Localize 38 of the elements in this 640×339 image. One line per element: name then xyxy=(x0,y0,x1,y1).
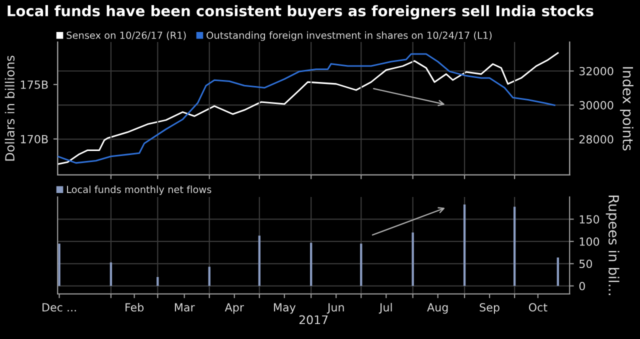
bar xyxy=(360,244,362,286)
bar xyxy=(412,232,414,286)
y2-axis-title: Index points xyxy=(620,67,634,150)
x-tick-label: Aug xyxy=(427,303,448,314)
y-axis-title: Rupees in bil... xyxy=(606,196,620,296)
x-tick-label: Oct xyxy=(528,303,548,312)
x-tick-label: Apr xyxy=(224,303,244,314)
legend-label: Local funds monthly net flows xyxy=(67,186,212,196)
y-tick-label: 50 xyxy=(579,260,592,268)
x-tick-label: Feb xyxy=(126,302,144,312)
x-tick-label: Jun xyxy=(326,303,344,314)
bar xyxy=(208,266,210,286)
y-tick-label: 170B xyxy=(20,134,48,144)
x-tick-label: Sep xyxy=(480,303,500,314)
bar xyxy=(310,242,312,286)
y-tick-label: 175B xyxy=(20,80,48,89)
x-axis-title: 2017 xyxy=(299,315,328,324)
x-tick-label: Dec ... xyxy=(42,303,76,312)
bar xyxy=(513,206,516,286)
x-tick-label: Mar xyxy=(174,303,195,312)
y-tick-label: 0 xyxy=(579,282,585,290)
bar xyxy=(156,277,159,286)
legend-label: Sensex on 10/26/17 (R1) xyxy=(66,31,186,40)
y-axis-title: Dollars in billions xyxy=(4,56,15,161)
x-tick-label: Jul xyxy=(378,302,392,314)
bar xyxy=(258,236,260,286)
legend-label: Outstanding foreign investment in shares on 10/24/17 (L1) xyxy=(206,31,492,41)
bar xyxy=(58,244,60,286)
bar xyxy=(556,257,560,286)
y2-tick-label: 32000 xyxy=(579,66,614,76)
x-tick-label: May xyxy=(274,303,296,314)
bar xyxy=(110,262,112,286)
chart-title: Local funds have been consistent buyers as foreigners sell India stocks xyxy=(8,5,594,20)
y-tick-label: 100 xyxy=(580,237,600,246)
y-tick-label: 150 xyxy=(580,215,600,224)
y2-tick-label: 28000 xyxy=(579,135,614,144)
y2-tick-label: 30000 xyxy=(579,101,614,110)
bar xyxy=(463,204,466,286)
